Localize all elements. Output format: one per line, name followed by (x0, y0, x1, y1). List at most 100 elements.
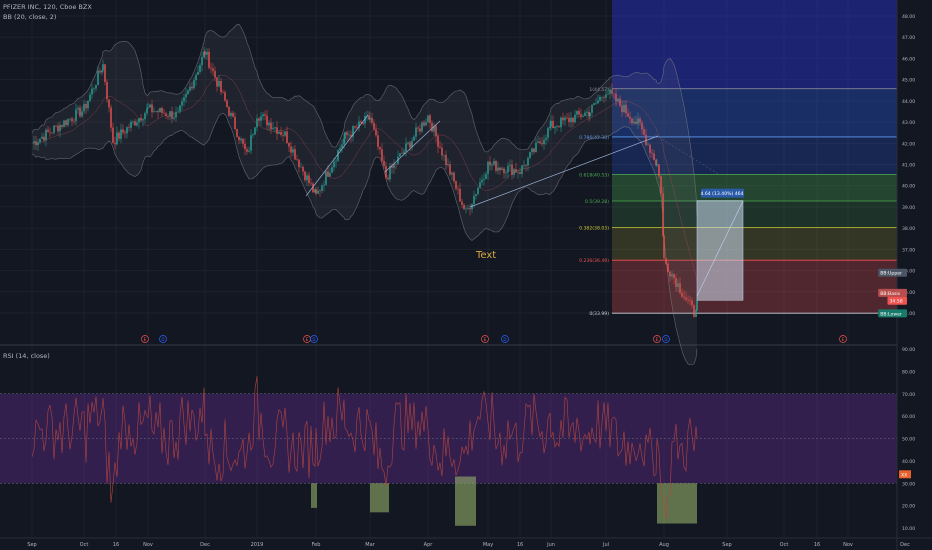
trend-line (469, 135, 659, 208)
candle (679, 277, 681, 295)
oversold-box (370, 483, 389, 513)
candle (187, 89, 189, 96)
candle (675, 274, 677, 292)
candle (685, 291, 687, 302)
candle (191, 81, 193, 91)
candle (204, 49, 206, 60)
candle (658, 164, 660, 179)
bb-indicator-legend[interactable]: BB (20, close, 2) (3, 13, 57, 21)
candle (226, 98, 228, 108)
candle (429, 113, 431, 130)
candle (503, 166, 505, 179)
candle (691, 297, 693, 309)
y-tick-label: 48.00 (902, 14, 915, 20)
candle (529, 151, 531, 160)
candle (562, 112, 564, 125)
candle (543, 135, 545, 150)
candle (197, 65, 199, 75)
candle (87, 100, 89, 112)
candle (67, 118, 69, 128)
candle (477, 186, 479, 196)
dividend-marker: D (501, 335, 509, 343)
candle (248, 146, 250, 153)
candle (206, 48, 208, 60)
candle (537, 135, 539, 143)
candle (525, 164, 527, 172)
candle (49, 127, 51, 138)
candle (387, 175, 389, 181)
trend-drawings[interactable]: 4.64 (13.40%) 464 (305, 114, 744, 301)
candle (584, 110, 586, 117)
rsi-y-tick-label: 10.00 (902, 526, 915, 532)
candle (41, 132, 43, 140)
candle (588, 106, 590, 122)
trend-line (654, 134, 721, 176)
candle (463, 203, 465, 211)
candle (85, 101, 87, 114)
candle (288, 142, 290, 153)
candle (493, 158, 495, 167)
candle (147, 102, 149, 109)
candle (511, 159, 513, 180)
y-tick-label: 34.00 (902, 311, 915, 317)
x-tick-label: Nov (843, 542, 853, 548)
x-tick-label: Aug (659, 542, 669, 548)
candle (533, 148, 535, 155)
candle (308, 171, 310, 187)
candle (495, 159, 497, 174)
candle (389, 162, 391, 182)
svg-text:E: E (656, 337, 659, 342)
candle (286, 126, 288, 144)
candle (272, 122, 274, 130)
fib-label-0.382: 0.382(38.03) (579, 226, 609, 232)
bb-upper (31, 24, 698, 216)
candle (375, 123, 377, 138)
candle (144, 111, 146, 124)
candle (399, 152, 401, 157)
candle (73, 118, 75, 125)
candle (443, 154, 445, 161)
candle (294, 144, 296, 161)
candle (260, 111, 262, 127)
candle (102, 59, 104, 73)
candle (130, 119, 132, 132)
candle (59, 121, 61, 138)
candle (413, 134, 415, 141)
rsi-value-badge (899, 470, 911, 479)
candle (369, 112, 371, 123)
rsi-indicator-legend[interactable]: RSI (14, close) (3, 352, 50, 360)
text-annotation[interactable]: Text (476, 250, 497, 261)
candle (607, 87, 609, 96)
candle (195, 72, 197, 86)
x-tick-label: Oct (780, 542, 789, 548)
candle (71, 116, 73, 127)
candle (689, 295, 691, 306)
symbol-legend[interactable]: PFIZER INC, 120, Cboe BZX (3, 3, 92, 11)
candle (595, 97, 597, 105)
candle (566, 112, 568, 120)
candle (335, 158, 337, 168)
candle (224, 89, 226, 103)
rsi-pane (0, 376, 897, 526)
candle (181, 98, 183, 111)
candle (455, 180, 457, 191)
candle (167, 115, 169, 120)
candle (298, 158, 300, 173)
candle (441, 143, 443, 160)
candle (479, 177, 481, 189)
candle (246, 146, 248, 155)
fib-label-1: 1(44.57) (589, 87, 609, 93)
candle (558, 125, 560, 128)
candle (623, 100, 625, 114)
bb-fill (32, 24, 697, 365)
candle (419, 124, 421, 135)
candle (268, 120, 270, 131)
candle (459, 182, 461, 202)
x-tick-label: Feb (312, 542, 321, 548)
candle (222, 89, 224, 94)
candle (377, 130, 379, 151)
candle (314, 188, 316, 194)
candle (274, 126, 276, 133)
x-tick-label: Nov (143, 542, 153, 548)
